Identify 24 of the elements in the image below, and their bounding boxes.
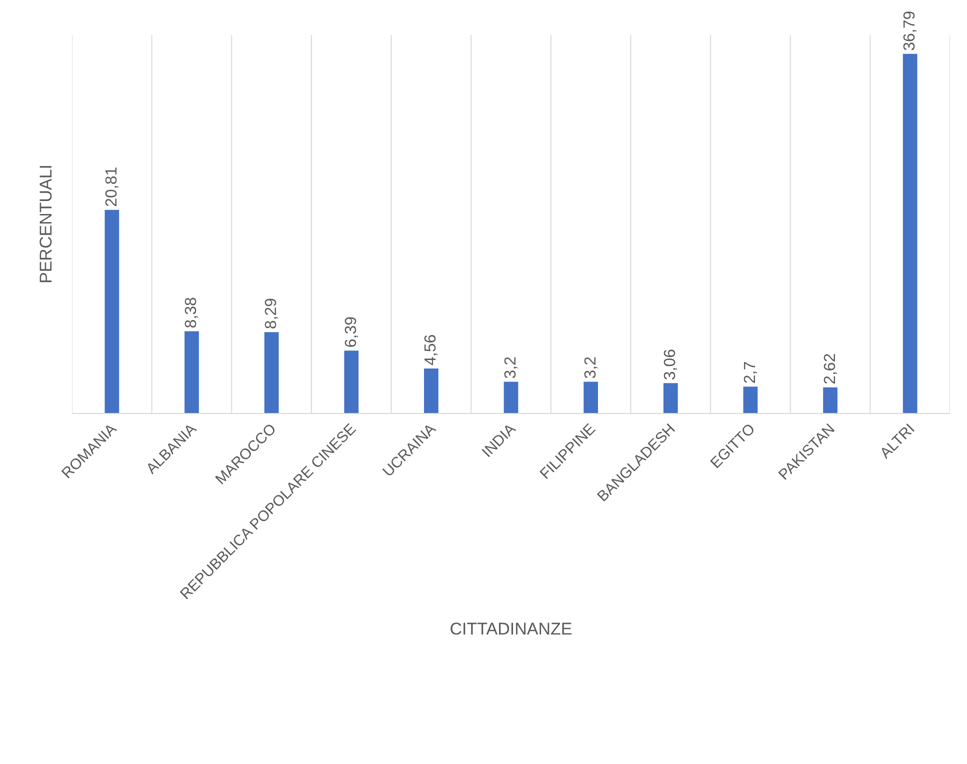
data-label: 20,81: [103, 166, 120, 207]
bar: [823, 387, 838, 413]
bar: [344, 350, 359, 413]
bar: [504, 382, 518, 413]
data-label: 6,39: [342, 316, 360, 348]
bar: [104, 210, 120, 413]
data-label: 36,79: [902, 10, 919, 51]
bar: [584, 382, 598, 413]
data-label: 3,2: [502, 356, 520, 379]
bar: [743, 386, 758, 413]
data-label: 3,06: [662, 348, 680, 380]
x-axis-title: CITTADINANZE: [450, 619, 572, 638]
data-label: 8,29: [263, 298, 280, 330]
bar: [424, 368, 438, 413]
bar: [184, 331, 199, 413]
y-axis-title: PERCENTUALI: [36, 164, 56, 284]
data-label: 8,38: [183, 296, 200, 328]
bar: [264, 332, 279, 413]
data-label: 3,2: [582, 356, 600, 379]
data-label: 4,56: [422, 334, 440, 366]
data-label: 2,62: [822, 353, 839, 384]
bar: [663, 383, 678, 413]
bar: [902, 54, 918, 413]
data-label: 2,7: [742, 361, 759, 384]
